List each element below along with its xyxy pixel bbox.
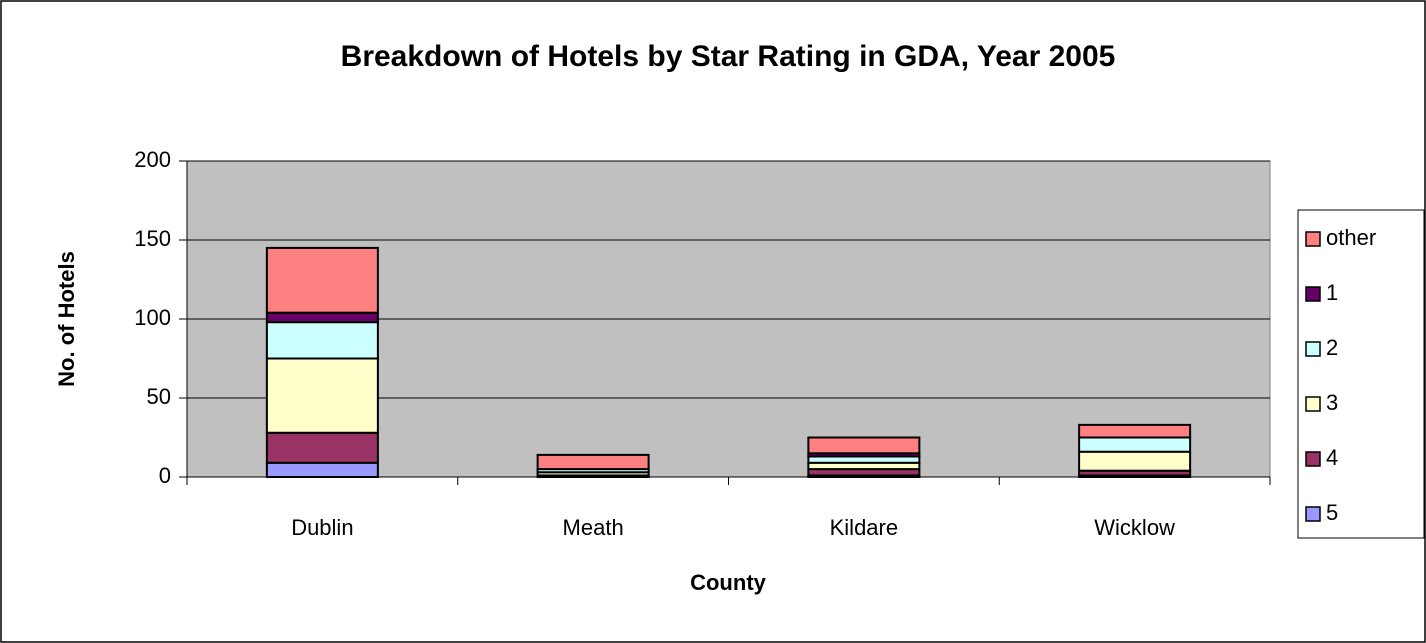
legend-swatch	[1305, 396, 1321, 412]
bar-segment	[265, 461, 379, 478]
bar-segment	[807, 436, 921, 455]
y-tick-label: 50	[147, 384, 171, 409]
legend-label: 4	[1326, 445, 1338, 470]
legend-swatch	[1305, 231, 1321, 247]
x-tick-label: Kildare	[830, 515, 898, 540]
legend-swatch	[1305, 506, 1321, 522]
bar-segment	[265, 357, 379, 434]
x-tick-label: Dublin	[291, 515, 353, 540]
x-tick-label: Meath	[563, 515, 624, 540]
bar-segment	[1078, 450, 1192, 472]
x-tick-label: Wicklow	[1094, 515, 1175, 540]
bar-segment	[265, 311, 379, 324]
legend-label: 3	[1326, 390, 1338, 415]
bar-segment	[265, 431, 379, 464]
legend-label: other	[1326, 225, 1376, 250]
y-tick-label: 100	[134, 305, 171, 330]
y-tick-label: 0	[159, 463, 171, 488]
legend-box	[1297, 209, 1425, 539]
legend-swatch	[1305, 341, 1321, 357]
chart-title: Breakdown of Hotels by Star Rating in GD…	[341, 40, 1116, 73]
bar-segment	[265, 321, 379, 360]
legend-swatch	[1305, 286, 1321, 302]
y-tick-label: 150	[134, 226, 171, 251]
bar-segment	[1078, 436, 1192, 453]
bar-segment	[536, 453, 650, 471]
bar-segment	[265, 246, 379, 314]
legend-label: 2	[1326, 335, 1338, 360]
x-axis-label: County	[690, 570, 767, 595]
y-tick-label: 200	[134, 147, 171, 172]
legend-label: 5	[1326, 500, 1338, 525]
y-axis-label: No. of Hotels	[54, 251, 79, 387]
legend-swatch	[1305, 451, 1321, 467]
legend-label: 1	[1326, 280, 1338, 305]
bar-segment	[1078, 423, 1192, 439]
